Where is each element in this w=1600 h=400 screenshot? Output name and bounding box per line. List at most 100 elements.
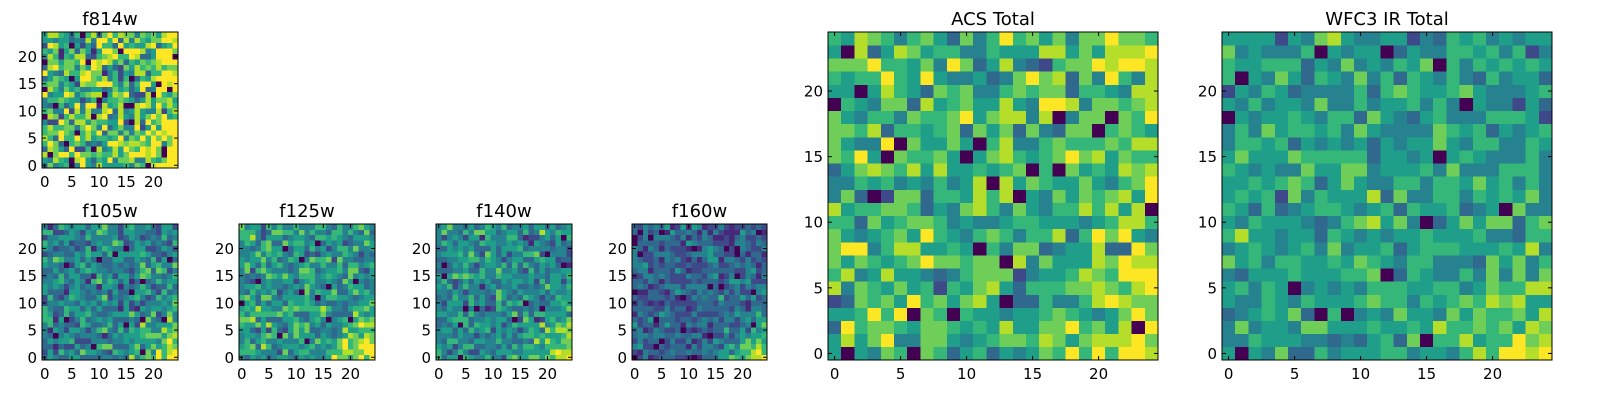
heatmap-cell [331,283,338,290]
heatmap-cell [659,321,665,328]
heatmap-cell [129,278,135,285]
heatmap-cell [244,316,251,323]
heatmap-cell [457,240,464,247]
heatmap-cell [287,349,294,355]
heatmap-cell [463,245,469,252]
heatmap-cell [523,332,529,339]
heatmap-cell [474,224,480,230]
heatmap-cell [675,332,681,339]
heatmap-cell [1078,71,1093,85]
heatmap-cell [123,124,130,131]
heatmap-cell [506,289,513,296]
heatmap-cell [999,228,1014,243]
axes-frame [1221,31,1553,361]
heatmap-cell [880,45,895,59]
heatmap-cell [659,305,665,312]
heatmap-cell [707,256,714,263]
heatmap-cell [729,332,735,339]
heatmap-cell [52,129,59,136]
heatmap-cell [172,283,179,290]
heatmap-cell [718,305,725,312]
heatmap-cell [353,256,360,263]
heatmap-cell [880,71,895,85]
heatmap-cell [1248,84,1262,98]
heatmap-cell [118,129,124,136]
heatmap-cell [734,267,741,274]
heatmap-cell [90,97,97,104]
heatmap-cell [637,300,644,306]
heatmap-cell [566,311,573,317]
heatmap-cell [315,327,321,334]
heatmap-cell [42,140,48,147]
heatmap-cell [495,343,502,350]
heatmap-cell [740,305,746,312]
heatmap-cell [58,256,65,263]
heatmap-cell [474,283,480,290]
heatmap-cell [484,272,491,279]
heatmap-cell [1472,255,1487,269]
heatmap-cell [828,281,842,295]
heatmap-cell [468,343,475,350]
heatmap-cell [841,268,855,282]
heatmap-cell [150,338,157,345]
heatmap-cell [446,229,453,236]
heatmap-cell [533,332,540,339]
heatmap-cell [653,278,660,285]
heatmap-cell [1380,32,1394,46]
heatmap-cell [512,240,518,247]
heatmap-cell [85,119,92,125]
heatmap-cell [90,283,97,290]
heatmap-cell [729,289,735,296]
heatmap-cell [52,64,59,71]
heatmap-cell [47,53,54,60]
heatmap-cell [255,289,262,296]
heatmap-cell [648,245,654,252]
heatmap-cell [1459,123,1474,138]
heatmap-cell [561,354,567,361]
heatmap-cell [1235,58,1249,72]
heatmap-cell [101,129,108,136]
heatmap-cell [90,32,97,38]
heatmap-cell [101,289,108,296]
heatmap-cell [112,316,119,323]
heatmap-cell [1433,176,1447,190]
heatmap-cell [907,176,921,190]
heatmap-cell [436,240,442,247]
heatmap-cell [52,343,59,350]
heatmap-cell [315,354,321,361]
heatmap-cell [129,80,135,87]
heatmap-cell [42,97,48,104]
heatmap-cell [353,245,360,252]
heatmap-cell [358,267,365,274]
heatmap-cell [244,224,251,230]
heatmap-cell [139,151,146,158]
heatmap-cell [484,343,491,350]
heatmap-cell [533,305,540,312]
heatmap-cell [734,229,741,236]
heatmap-cell [707,294,714,301]
heatmap-cell [648,338,654,345]
heatmap-cell [960,333,974,348]
heatmap-cell [1420,255,1434,269]
heatmap-cell [642,229,649,236]
heatmap-cell [167,59,173,65]
heatmap-cell [566,349,573,355]
heatmap-cell [1026,150,1040,164]
heatmap-cell [1433,320,1447,335]
heatmap-cell [58,97,65,104]
heatmap-cell [244,338,251,345]
heatmap-cell [145,70,152,76]
heatmap-cell [479,300,486,306]
heatmap-cell [107,108,114,114]
heatmap-cell [118,349,124,355]
heatmap-cell [675,283,681,290]
heatmap-cell [112,140,119,147]
heatmap-cell [452,234,459,241]
heatmap-cell [90,162,97,169]
heatmap-cell [933,281,948,295]
heatmap-cell [123,119,130,125]
heatmap-cell [1406,136,1421,151]
heatmap-cell [517,349,524,355]
heatmap-cell [156,157,163,163]
